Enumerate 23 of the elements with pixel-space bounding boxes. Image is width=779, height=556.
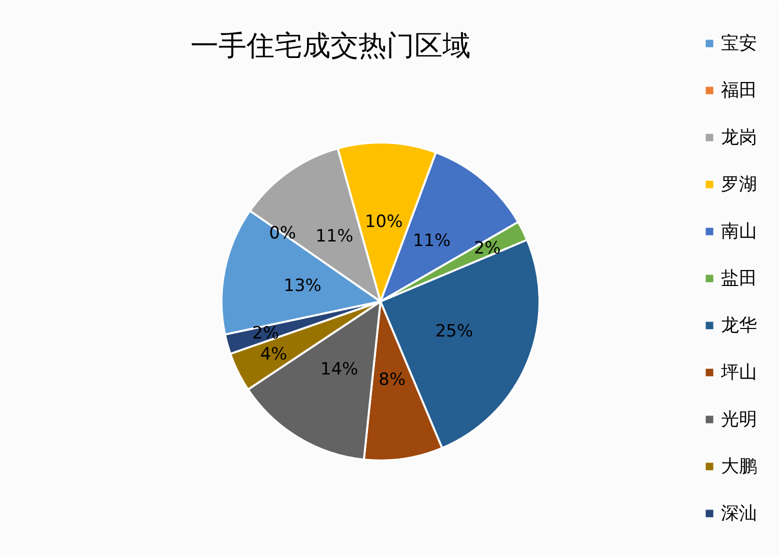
legend-label: 龙岗	[721, 126, 757, 149]
data-label: 11%	[316, 226, 354, 247]
legend-label: 深汕	[721, 502, 757, 525]
data-label: 2%	[252, 324, 280, 344]
data-label: 13%	[284, 276, 322, 296]
data-label: 25%	[435, 322, 474, 342]
legend-label: 福田	[721, 79, 757, 102]
data-label: 11%	[412, 230, 451, 251]
legend-label: 宝安	[721, 32, 757, 55]
legend-label: 盐田	[721, 267, 757, 290]
data-label: 4%	[260, 344, 288, 365]
legend-label: 龙华	[721, 314, 757, 337]
legend-label: 大鹏	[721, 455, 757, 478]
legend-label: 坪山	[721, 361, 757, 384]
data-label: 8%	[378, 370, 406, 390]
chart-title: 一手住宅成交热门区域	[190, 29, 470, 62]
data-label: 14%	[320, 360, 358, 380]
data-label: 2%	[474, 238, 501, 258]
text: 0%	[269, 223, 296, 244]
legend-label: 南山	[721, 220, 757, 243]
legend-label: 罗湖	[721, 173, 757, 196]
legend-label: 光明	[721, 408, 757, 431]
data-label: 10%	[364, 212, 403, 232]
